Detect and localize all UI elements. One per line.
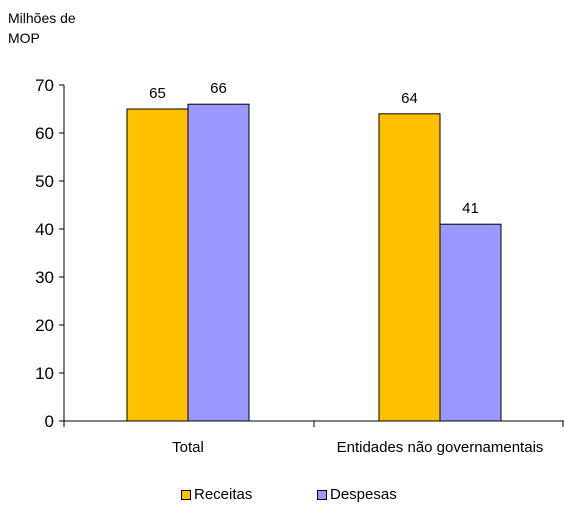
category-label-1: Entidades não governamentais <box>337 439 544 456</box>
legend-label-receitas: Receitas <box>194 486 253 503</box>
legend-swatch-despesas <box>317 489 327 500</box>
y-tick-label-20: 20 <box>35 316 54 335</box>
legend-item-receitas: Receitas <box>181 486 252 503</box>
bar-despesas-1 <box>439 223 502 422</box>
bar-receitas-0 <box>126 108 189 422</box>
data-label-despesas-1: 41 <box>462 200 479 217</box>
y-tick-label-30: 30 <box>35 268 54 287</box>
data-label-despesas-0: 66 <box>210 80 227 97</box>
category-label-0: Total <box>172 439 204 456</box>
bar-despesas-0 <box>187 103 250 422</box>
y-tick-label-60: 60 <box>35 124 54 143</box>
y-tick-label-50: 50 <box>35 172 54 191</box>
data-label-receitas-1: 64 <box>401 90 418 107</box>
y-axis-label: Milhões de MOP <box>8 8 118 48</box>
legend-item-despesas: Despesas <box>317 486 397 503</box>
y-tick-label-40: 40 <box>35 220 54 239</box>
data-label-receitas-0: 65 <box>149 85 166 102</box>
y-axis-label-line-2: MOP <box>8 30 40 46</box>
legend-label-despesas: Despesas <box>330 486 397 503</box>
bar-receitas-1 <box>378 113 441 422</box>
legend: Receitas Despesas <box>0 486 564 506</box>
y-tick-label-0: 0 <box>45 412 54 431</box>
plot-area: 0 10 20 30 40 50 60 70 65 66 Total 64 41 Entidades n… <box>35 76 564 456</box>
y-tick-label-70: 70 <box>35 76 54 95</box>
legend-swatch-receitas <box>181 489 191 500</box>
y-axis-label-line-1: Milhões de <box>8 10 76 26</box>
y-tick-label-10: 10 <box>35 364 54 383</box>
